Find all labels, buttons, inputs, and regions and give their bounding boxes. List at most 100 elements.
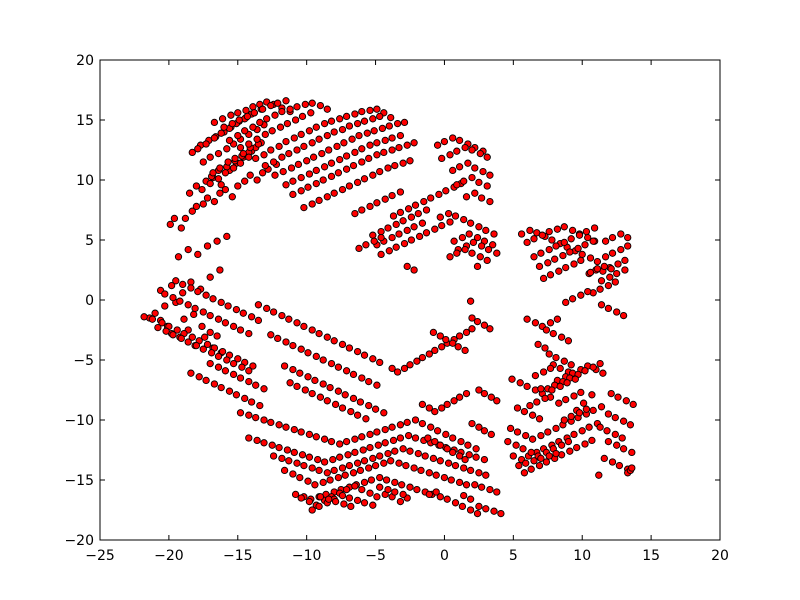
data-point [353,411,362,419]
data-point [194,287,202,296]
data-point [460,177,468,185]
data-point [274,99,282,107]
data-point [477,242,486,250]
data-point [358,206,366,214]
data-point [483,256,491,265]
data-point [415,232,424,241]
data-point [184,338,192,346]
data-point [464,159,472,167]
data-point [365,464,373,472]
data-point [297,345,305,353]
data-point [336,453,344,461]
data-point [373,105,381,113]
data-point [376,167,384,176]
data-point [537,431,545,440]
data-point [351,148,359,157]
data-point [530,235,538,243]
data-point [570,430,578,439]
data-point [325,146,333,154]
data-point [254,316,263,325]
data-point [300,203,308,212]
data-point [570,392,578,400]
data-point [541,344,549,352]
data-point [466,495,475,503]
data-point [261,130,269,139]
data-point [202,140,210,148]
data-point [557,441,566,449]
data-point [402,461,410,470]
data-point [360,499,369,507]
data-point [319,380,327,388]
data-point [560,357,568,365]
data-point [338,491,347,500]
data-point [422,229,431,237]
data-point [312,166,320,175]
data-point [473,509,482,518]
data-point [316,493,325,501]
data-point [330,466,338,475]
data-point [258,169,267,177]
data-point [366,489,374,497]
data-point [396,188,405,196]
data-point [477,483,486,491]
data-point [280,466,289,475]
data-point [464,441,472,449]
data-point [436,213,444,221]
data-point [245,367,253,375]
data-point [234,182,242,190]
data-point [304,349,312,357]
data-point [300,142,308,151]
data-point [384,485,392,494]
data-point [619,417,628,425]
data-point [382,476,391,484]
data-point [267,418,275,427]
data-point [556,364,564,373]
data-point [451,461,460,470]
data-point [297,187,305,195]
data-point [403,262,411,271]
data-point [282,338,290,346]
data-point [188,148,196,157]
data-point [154,323,162,332]
data-point [345,461,354,470]
data-point [468,146,476,154]
data-point [174,253,183,261]
data-point [207,349,216,357]
data-point [512,441,520,449]
data-point [198,322,206,331]
data-point [596,359,604,368]
data-point [552,242,560,250]
data-point [245,411,253,419]
data-point [140,313,148,321]
data-point [206,359,214,368]
data-point [245,329,253,338]
data-point [411,201,420,209]
data-point [472,453,480,461]
data-point [449,434,457,442]
data-point [347,502,355,511]
data-point [214,149,223,158]
data-point [471,481,479,489]
data-point [431,346,439,355]
data-point [304,477,312,485]
data-point [373,381,381,389]
data-point [271,111,279,119]
data-point [389,212,398,220]
data-point [338,464,347,472]
data-point [342,485,351,494]
data-point [455,452,464,460]
data-point [334,169,343,177]
data-point [387,457,395,465]
data-point [431,437,439,446]
data-point [425,404,433,412]
data-point [531,371,540,380]
data-point [556,382,564,391]
data-point [477,194,486,202]
data-point [451,499,460,507]
data-point [545,245,553,254]
data-point [229,370,238,379]
data-point [425,490,433,499]
data-point [513,428,522,436]
data-point [400,364,409,373]
data-point [410,223,418,231]
